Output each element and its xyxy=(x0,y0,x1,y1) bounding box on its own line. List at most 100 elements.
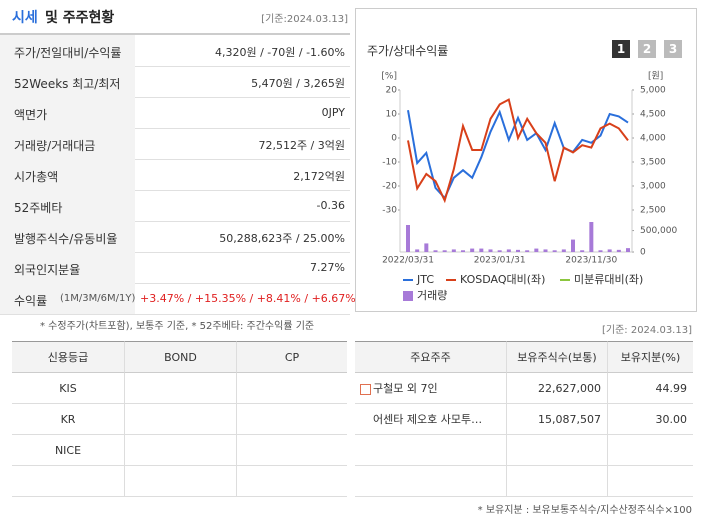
legend-label: 미분류대비(좌) xyxy=(574,273,643,286)
volume-bar xyxy=(552,250,557,252)
row-line xyxy=(135,128,350,160)
title-highlight: 시세 xyxy=(12,10,38,26)
y-tick-label: 10 xyxy=(386,110,398,120)
table-header: BOND xyxy=(124,341,236,373)
row-value: 0JPY xyxy=(321,106,345,119)
volume-bar xyxy=(534,248,539,252)
table-header: CP xyxy=(236,341,347,373)
table-header: 보유주식수(보통) xyxy=(506,341,607,373)
note: * 수정주가(차트포함), 보통주 기준, * 52주베타: 주간수익률 기준 xyxy=(40,321,315,332)
table-cell: KR xyxy=(12,404,124,435)
row-line xyxy=(135,66,350,98)
table-cell xyxy=(506,466,607,497)
y-unit: [%] xyxy=(381,72,397,82)
row-label-bg xyxy=(0,252,135,284)
legend-swatch xyxy=(403,291,413,301)
row-label: 액면가 xyxy=(14,108,48,122)
table-cell: KIS xyxy=(12,373,124,404)
volume-tick-label: 0 xyxy=(640,248,646,258)
table-cell: 30.00 xyxy=(607,404,693,435)
table-header: 보유지분(%) xyxy=(607,341,693,373)
table-cell xyxy=(124,466,236,497)
x-tick-label: 2023/11/30 xyxy=(565,256,617,266)
y2-tick-label: 2,500 xyxy=(640,206,666,216)
chart-button[interactable]: 1 xyxy=(612,40,630,58)
y-tick-label: -30 xyxy=(382,206,397,216)
table-header: 신용등급 xyxy=(12,341,124,373)
volume-bar xyxy=(415,249,420,252)
volume-bar xyxy=(497,250,502,252)
table-cell xyxy=(124,435,236,466)
volume-bar xyxy=(433,250,438,252)
series-line xyxy=(407,109,629,200)
volume-bar xyxy=(470,248,475,252)
row-line xyxy=(135,190,350,222)
volume-bar xyxy=(479,248,484,252)
y2-unit: [원] xyxy=(648,71,663,82)
row-label: 거래량/거래대금 xyxy=(14,139,96,153)
holder-icon xyxy=(360,384,371,395)
table-cell xyxy=(236,435,347,466)
row-label: 주가/전일대비/수익률 xyxy=(14,46,122,60)
volume-bar xyxy=(516,249,520,252)
title: 및 주주현황 xyxy=(45,10,115,26)
table-cell xyxy=(236,373,347,404)
row-label-bg xyxy=(0,66,135,98)
table-cell: NICE xyxy=(12,435,124,466)
legend-label: 거래량 xyxy=(417,289,447,302)
y2-tick-label: 4,500 xyxy=(640,110,666,120)
y-tick-label: -20 xyxy=(382,182,397,192)
volume-bar xyxy=(424,243,429,252)
volume-bar xyxy=(561,249,566,252)
chart-title: 주가/상대수익률 xyxy=(367,44,449,58)
table-cell xyxy=(607,435,693,466)
x-tick-label: 2022/03/31 xyxy=(382,256,434,266)
table-header: 주요주주 xyxy=(355,341,506,373)
volume-bar xyxy=(589,222,594,252)
y2-tick-label: 4,000 xyxy=(640,134,666,144)
y-tick-label: 0 xyxy=(391,134,397,144)
table-cell xyxy=(12,466,124,497)
row-label: 외국인지분율 xyxy=(14,263,81,277)
row-value: -0.36 xyxy=(316,199,345,212)
chart-button[interactable]: 2 xyxy=(638,40,656,58)
table-cell: 구철모 외 7인 xyxy=(355,373,506,404)
row-value: 7.27% xyxy=(310,261,345,274)
y-tick-label: -10 xyxy=(382,158,397,168)
legend-label: KOSDAQ대비(좌) xyxy=(460,273,545,286)
row-label: 52주베타 xyxy=(14,201,63,215)
table-cell: 어센타 제오호 사모투… xyxy=(355,404,506,435)
row-value: 5,470원 / 3,265원 xyxy=(251,77,345,90)
series-line xyxy=(407,98,629,204)
row-value: 2,172억원 xyxy=(293,170,345,183)
row-value: 4,320원 / -70원 / -1.60% xyxy=(214,46,345,59)
volume-bar xyxy=(506,249,511,252)
row-line xyxy=(135,35,350,67)
legend-label: JTC xyxy=(416,273,434,286)
chart-button[interactable]: 3 xyxy=(664,40,682,58)
table-cell xyxy=(506,435,607,466)
table-cell xyxy=(607,466,693,497)
y2-tick-label: 5,000 xyxy=(640,86,666,96)
volume-bar xyxy=(571,239,575,252)
volume-bar xyxy=(607,249,612,252)
chart-date: [기준: 2024.03.13] xyxy=(601,325,692,336)
row-label-bg xyxy=(0,190,135,222)
volume-bar xyxy=(488,249,493,252)
row-value: 72,512주 / 3억원 xyxy=(258,139,345,152)
volume-bar xyxy=(598,250,603,252)
table-cell xyxy=(355,466,506,497)
volume-bar xyxy=(616,249,621,252)
table-cell xyxy=(236,466,347,497)
table-cell xyxy=(124,404,236,435)
note: * 보유지분 : 보유보통주식수/지수산정주식수×100 xyxy=(477,505,692,516)
row-value: 50,288,623주 / 25.00% xyxy=(219,232,345,245)
date: [기준:2024.03.13] xyxy=(261,14,348,25)
row-line xyxy=(135,283,350,315)
volume-bar xyxy=(626,248,630,252)
table-cell xyxy=(236,404,347,435)
table-cell xyxy=(124,373,236,404)
row-line xyxy=(135,221,350,253)
table-cell: 22,627,000 xyxy=(506,373,607,404)
